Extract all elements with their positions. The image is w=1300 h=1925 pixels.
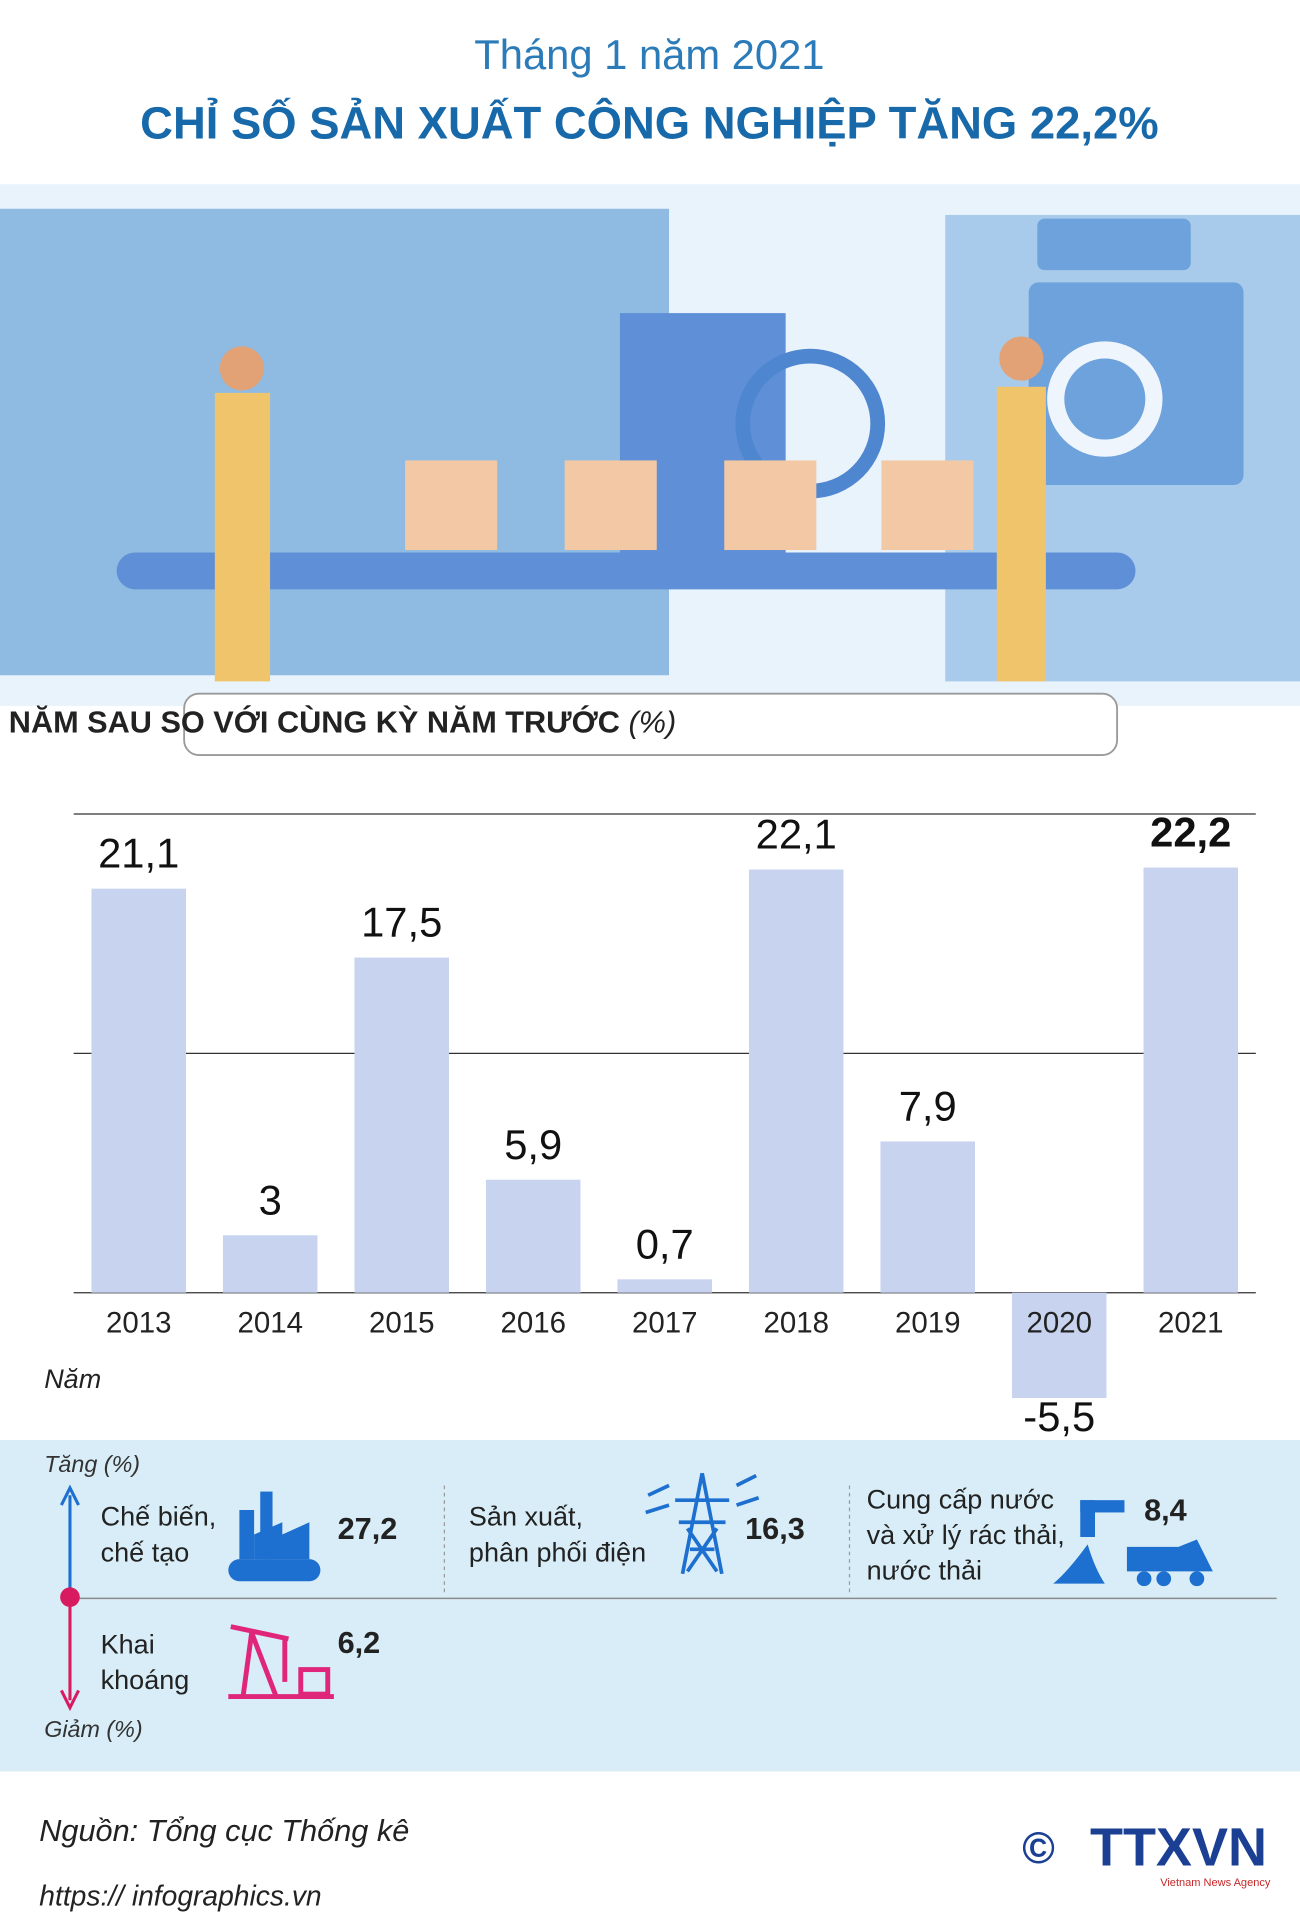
sector-name: Chế biến,: [101, 1502, 217, 1532]
bar-chart: 2013 21,1 2014 3 2015 17,5 2016 5,9 2017 0,7 2018 2…: [73, 809, 1256, 1440]
truck-icon: [1126, 1539, 1213, 1587]
sector-name: Cung cấp nước: [867, 1485, 1054, 1515]
oil-pump-icon: [228, 1624, 334, 1700]
machine: [0, 208, 670, 676]
bar: [354, 957, 449, 1293]
value-label: 0,7: [636, 1220, 694, 1267]
x-tick-label: 2016: [500, 1306, 566, 1339]
x-tick-label: 2021: [1158, 1306, 1224, 1339]
pivot-dot: [60, 1587, 80, 1607]
box: [881, 460, 974, 551]
sector-name: và xử lý rác thải,: [867, 1520, 1065, 1550]
worker-head: [999, 336, 1044, 381]
bar: [485, 1179, 581, 1293]
sector-value: 8,4: [1144, 1493, 1187, 1528]
x-tick-label: 2020: [1026, 1306, 1092, 1339]
sector-name: Sản xuất,: [469, 1502, 583, 1532]
x-tick-label: 2013: [106, 1306, 172, 1339]
pylon-icon: [645, 1472, 760, 1575]
x-tick-label: 2015: [369, 1306, 435, 1339]
bar: [1143, 867, 1239, 1293]
box: [564, 460, 657, 551]
illustration: [0, 184, 1300, 706]
value-label: 3: [259, 1176, 282, 1223]
sector-name: phân phối điện: [469, 1537, 646, 1567]
bar: [880, 1141, 975, 1293]
value-label: 22,1: [756, 811, 837, 858]
sector-value: 6,2: [338, 1625, 381, 1660]
conveyor: [116, 552, 1136, 590]
worker: [214, 392, 271, 682]
bar: [617, 1279, 712, 1293]
sector-value: 27,2: [338, 1511, 398, 1546]
sector-name: nước thải: [867, 1556, 982, 1586]
bar: [748, 869, 844, 1293]
value-label: 22,2: [1150, 809, 1231, 856]
value-label: 17,5: [361, 899, 442, 946]
x-tick-label: 2014: [237, 1306, 303, 1339]
bar: [222, 1235, 318, 1293]
value-label: -5,5: [1023, 1393, 1095, 1440]
up-arrowhead: [60, 1484, 80, 1506]
down-arrowhead: [60, 1689, 80, 1712]
copyright: ©: [1022, 1824, 1055, 1873]
chart-title: THÁNG 1 NĂM SAU SO VỚI CÙNG KỲ NĂM TRƯỚC: [0, 703, 620, 739]
bar: [1011, 1292, 1107, 1399]
screen-top: [1037, 218, 1191, 271]
subtitle: Tháng 1 năm 2021: [474, 31, 824, 78]
gauge: [1047, 341, 1163, 457]
chart-title-box: [183, 692, 1119, 756]
value-label: 21,1: [98, 830, 179, 877]
sector-name: khoáng: [101, 1665, 190, 1695]
decrease-label: Giảm (%): [44, 1716, 142, 1742]
water-icon: [1053, 1500, 1125, 1584]
chart-unit: (%): [629, 704, 677, 739]
x-tick-label: 2017: [632, 1306, 698, 1339]
worker: [996, 386, 1046, 682]
box: [405, 460, 498, 551]
increase-label: Tăng (%): [44, 1451, 140, 1477]
value-label: 7,9: [899, 1083, 957, 1130]
value-label: 5,9: [504, 1121, 562, 1168]
sector-value: 16,3: [745, 1511, 805, 1546]
logo-sub: Vietnam News Agency: [1160, 1877, 1271, 1889]
factory-icon: [228, 1491, 321, 1582]
logo: TTXVN: [1090, 1818, 1267, 1878]
x-tick-label: 2018: [763, 1306, 829, 1339]
url: https:// infographics.vn: [39, 1879, 321, 1911]
worker-head: [219, 346, 264, 391]
sector-name: chế tạo: [101, 1537, 190, 1567]
x-axis-label: Năm: [44, 1364, 101, 1394]
box: [724, 460, 817, 551]
sector-name: Khai: [101, 1629, 155, 1659]
title: CHỈ SỐ SẢN XUẤT CÔNG NGHIỆP TĂNG 22,2%: [140, 97, 1158, 149]
source: Nguồn: Tổng cục Thống kê: [39, 1813, 409, 1848]
sector-band: [0, 1440, 1300, 1772]
bar: [91, 888, 186, 1293]
x-tick-label: 2019: [895, 1306, 961, 1339]
